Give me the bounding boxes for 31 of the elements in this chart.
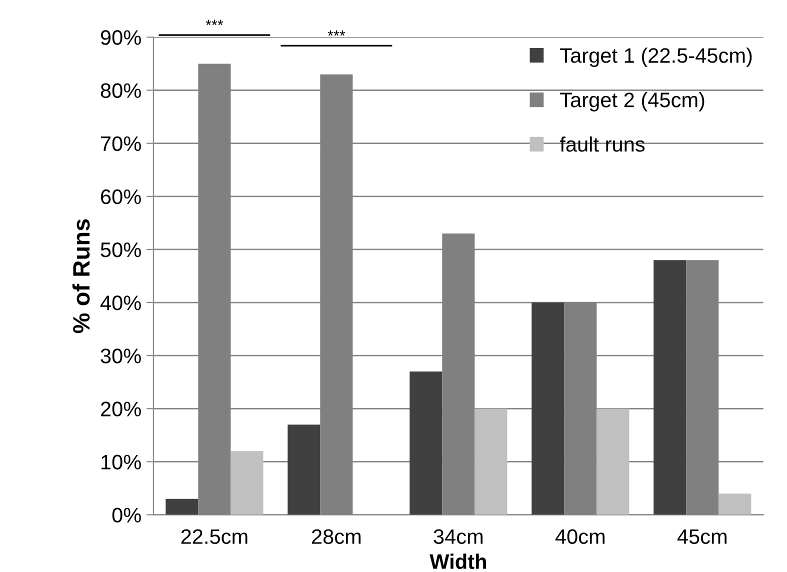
y-tick-label: 0% xyxy=(112,508,141,523)
x-tick-label: 22.5cm xyxy=(181,529,248,544)
y-tick-label: 40% xyxy=(100,296,141,310)
y-tick-label: 80% xyxy=(100,83,141,98)
y-tick-label: 60% xyxy=(101,189,141,204)
x-tick-label: 28cm xyxy=(312,529,361,544)
y-tick-label: 90% xyxy=(100,30,141,45)
bar xyxy=(474,408,508,515)
x-tick-label: 40cm xyxy=(555,529,605,544)
y-tick-label: 30% xyxy=(100,348,141,364)
bar xyxy=(654,260,686,515)
bar xyxy=(410,372,442,515)
y-tick-label: 70% xyxy=(101,136,141,152)
y-tick-label: 20% xyxy=(101,402,141,416)
x-tick-label: 45cm xyxy=(677,529,726,544)
bar xyxy=(532,302,564,515)
legend-label: Target 1 (22.5-45cm) xyxy=(560,48,752,68)
y-axis-title: % of Runs xyxy=(72,219,90,334)
bar xyxy=(718,494,752,515)
bar xyxy=(166,498,198,515)
legend-label: fault runs xyxy=(560,136,645,152)
bar xyxy=(288,424,320,515)
text: *** xyxy=(206,20,224,26)
y-tick-label: 50% xyxy=(100,242,141,258)
text: *** xyxy=(328,30,346,36)
x-tick-label: 34cm xyxy=(434,529,483,544)
bar xyxy=(230,451,264,515)
y-tick-label: 10% xyxy=(102,454,141,470)
x-axis-title: Width xyxy=(430,554,486,569)
legend-label: Target 2 (45cm) xyxy=(560,92,704,112)
bar xyxy=(596,408,630,515)
